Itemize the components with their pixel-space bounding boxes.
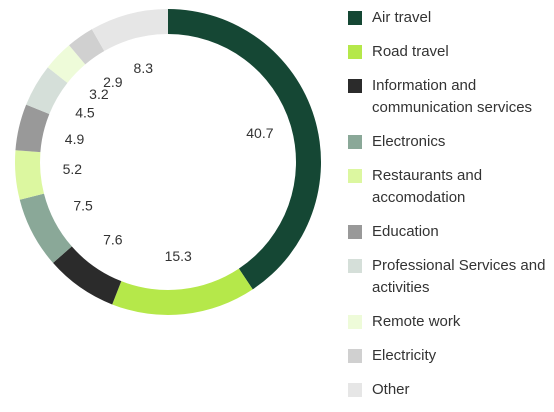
data-label: 7.6 — [103, 231, 123, 247]
legend-item: Electricity — [348, 345, 554, 367]
legend-label: Information and communication services — [372, 77, 533, 116]
legend-item: Education — [348, 221, 554, 243]
legend-item: Other — [348, 379, 554, 401]
data-label: 40.7 — [246, 125, 273, 141]
legend-swatch — [348, 349, 362, 363]
data-label: 8.3 — [134, 60, 154, 76]
legend-swatch — [348, 315, 362, 329]
legend-item: Restaurants and accomodation — [348, 165, 554, 209]
legend-label: Remote work — [372, 313, 461, 330]
legend-label: Professional Services and activities — [372, 257, 546, 296]
legend-label: Road travel — [372, 43, 449, 60]
legend-item: Information and communication services — [348, 75, 554, 119]
data-label: 4.9 — [65, 131, 85, 147]
data-label: 5.2 — [63, 161, 83, 177]
data-label: 2.9 — [103, 74, 123, 90]
legend-label: Education — [372, 223, 439, 240]
data-label: 3.2 — [89, 86, 109, 102]
legend-swatch — [348, 45, 362, 59]
legend-item: Road travel — [348, 41, 554, 63]
legend-item: Air travel — [348, 7, 554, 29]
legend-label: Air travel — [372, 9, 432, 26]
donut-segment — [15, 150, 44, 200]
legend-item: Remote work — [348, 311, 554, 333]
legend-swatch — [348, 135, 362, 149]
legend-label: Restaurants and accomodation — [372, 167, 483, 206]
donut-segment — [19, 193, 72, 263]
legend-swatch — [348, 169, 362, 183]
legend-swatch — [348, 383, 362, 397]
legend: Air travel Road travel Information and com… — [348, 7, 554, 412]
legend-swatch — [348, 79, 362, 93]
legend-swatch — [348, 225, 362, 239]
donut-segment — [15, 104, 50, 153]
donut-segment — [112, 268, 253, 315]
data-label: 4.5 — [75, 105, 95, 121]
legend-item: Professional Services and activities — [348, 255, 554, 299]
donut-segment — [91, 9, 168, 51]
legend-item: Electronics — [348, 131, 554, 153]
data-label: 7.5 — [73, 197, 93, 213]
donut-segment — [47, 45, 86, 83]
donut-segment — [26, 67, 68, 114]
donut-segment — [168, 9, 321, 290]
legend-label: Electronics — [372, 133, 446, 150]
legend-label: Electricity — [372, 347, 437, 364]
donut-segment — [69, 29, 105, 65]
donut-segment — [53, 246, 122, 305]
legend-swatch — [348, 11, 362, 25]
legend-label: Other — [372, 381, 410, 398]
data-label: 15.3 — [165, 248, 192, 264]
donut: 40.7 15.3 7.6 7.5 5.2 4.9 4.5 3.22.9 8.3 — [15, 9, 321, 315]
legend-swatch — [348, 259, 362, 273]
